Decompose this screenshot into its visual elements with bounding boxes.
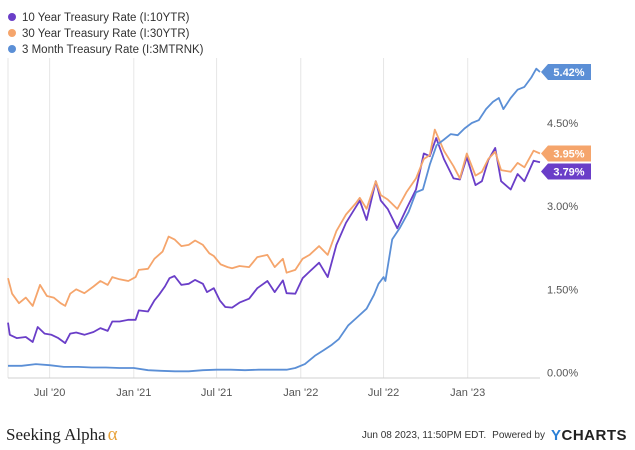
last-value-label-3: 5.42% <box>553 67 584 79</box>
x-tick-label: Jul '21 <box>201 387 232 399</box>
last-value-badge-1 <box>541 163 591 180</box>
last-value-label-2: 3.95% <box>553 148 584 160</box>
timestamp: Jun 08 2023, 11:50PM EDT. <box>361 430 487 441</box>
x-tick-label: Jan '22 <box>283 387 318 399</box>
y-tick-label: 0.00% <box>547 367 578 379</box>
last-value-badge-2 <box>541 145 591 162</box>
gridlines <box>7 58 540 379</box>
last-value-badges: 5.42% 3.95% 3.79% <box>541 63 591 180</box>
series-line-1 <box>7 137 541 344</box>
brand-name: Seeking Alpha <box>6 425 106 444</box>
y-axis-ticks: 0.00% 1.50% 3.00% 4.50% <box>547 118 578 379</box>
ycharts-logo-text: CHARTS <box>561 427 627 444</box>
y-tick-label: 1.50% <box>547 284 578 296</box>
series-lines <box>7 67 541 373</box>
legend-label-2: 30 Year Treasury Rate (I:30YTR) <box>22 28 190 40</box>
chart-footer-credits: Jun 08 2023, 11:50PM EDT. Powered by YCH… <box>362 427 627 444</box>
alpha-logo-icon: α <box>107 424 118 445</box>
x-tick-label: Jan '23 <box>450 387 485 399</box>
x-tick-label: Jul '20 <box>34 387 65 399</box>
legend-marker-3 <box>8 45 16 53</box>
legend: 10 Year Treasury Rate (I:10YTR) 30 Year T… <box>8 12 204 56</box>
series-line-3 <box>8 67 541 373</box>
ycharts-logo-y: Y <box>550 427 562 444</box>
x-axis-ticks: Jul '20 Jan '21 Jul '21 Jan '22 Jul '22 Jan '… <box>34 387 485 399</box>
series-line-2 <box>7 128 541 307</box>
legend-marker-1 <box>8 13 16 21</box>
legend-label-3: 3 Month Treasury Rate (I:3MTRNK) <box>22 44 204 56</box>
x-tick-label: Jul '22 <box>368 387 399 399</box>
legend-marker-2 <box>8 29 16 37</box>
y-tick-label: 4.50% <box>547 118 578 130</box>
legend-label-1: 10 Year Treasury Rate (I:10YTR) <box>22 12 190 24</box>
seeking-alpha-brand: Seeking Alpha α <box>6 424 118 446</box>
x-tick-label: Jan '21 <box>116 387 151 399</box>
ycharts-logo: YCHARTS <box>551 427 627 444</box>
last-value-label-1: 3.79% <box>553 166 584 178</box>
y-tick-label: 3.00% <box>547 201 578 213</box>
last-value-badge-3 <box>541 63 591 80</box>
powered-by-text: Powered by <box>492 430 545 441</box>
